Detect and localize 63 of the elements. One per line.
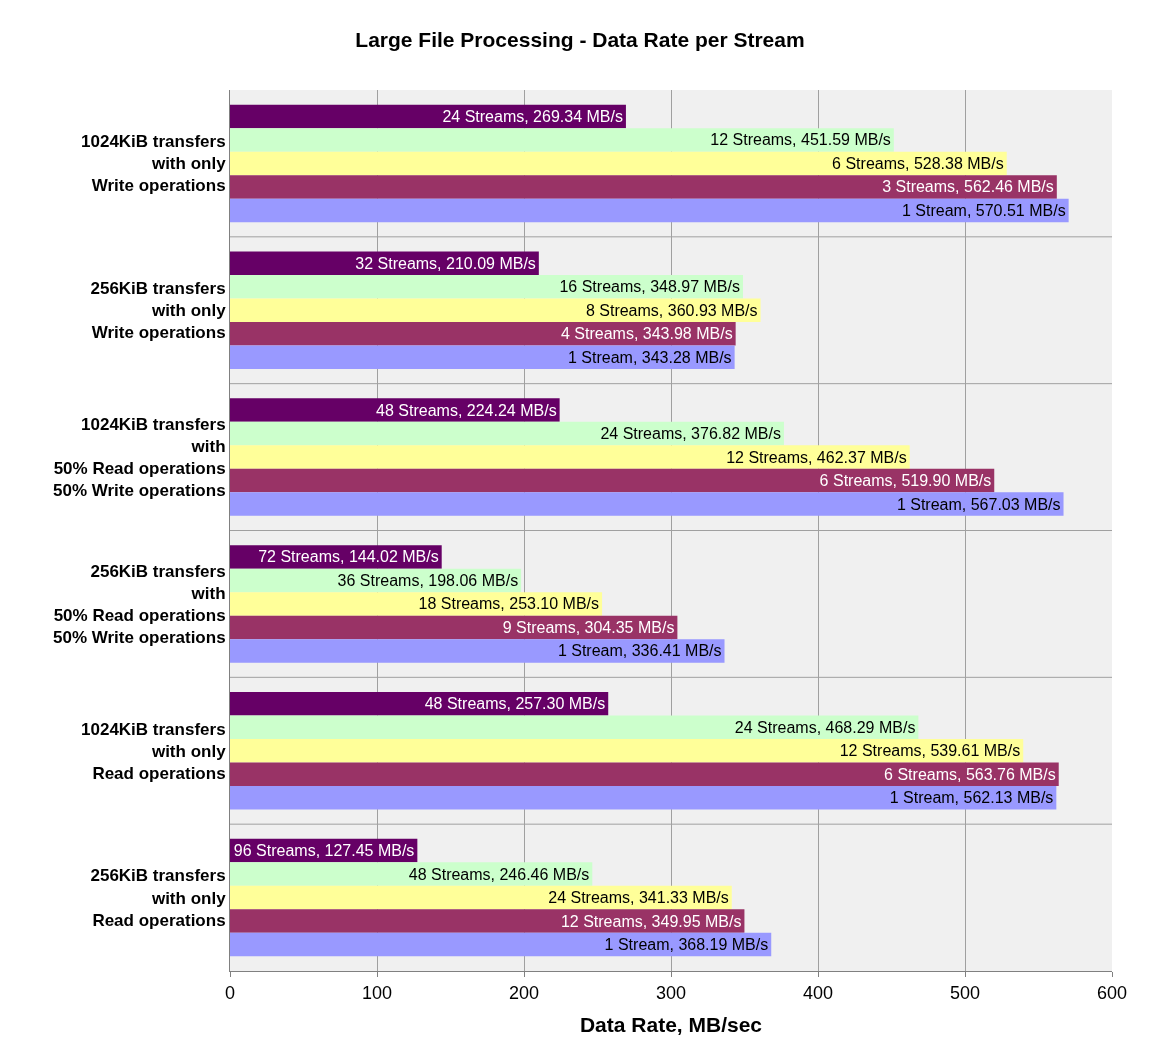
- data-label: 1 Stream, 368.19 MB/s: [604, 936, 769, 954]
- bar: [230, 468, 995, 493]
- bar: [230, 445, 910, 469]
- data-label: 18 Streams, 253.10 MB/s: [418, 595, 600, 613]
- bar: [230, 128, 894, 152]
- data-label: 72 Streams, 144.02 MB/s: [258, 548, 439, 566]
- data-label: 12 Streams, 349.95 MB/s: [560, 912, 742, 930]
- data-label: 4 Streams, 343.98 MB/s: [561, 325, 733, 343]
- x-tick-label: 100: [361, 982, 393, 1003]
- data-label: 6 Streams, 519.90 MB/s: [819, 472, 992, 490]
- data-label: 48 Streams, 224.24 MB/s: [376, 401, 557, 419]
- data-label: 96 Streams, 127.45 MB/s: [233, 842, 415, 860]
- y-tick-label: 1024KiB transfers with 50% Read operations 50% Write operations: [53, 414, 226, 501]
- bar: [230, 492, 1064, 516]
- bar: [230, 785, 1057, 810]
- data-label: 9 Streams, 304.35 MB/s: [502, 618, 675, 636]
- bar: [230, 345, 735, 369]
- x-axis-title: Data Rate, MB/sec: [579, 1012, 763, 1036]
- data-label: 24 Streams, 376.82 MB/s: [600, 425, 781, 443]
- data-label: 48 Streams, 257.30 MB/s: [424, 695, 606, 713]
- data-label: 24 Streams, 269.34 MB/s: [442, 107, 623, 125]
- x-tick-label: 200: [508, 982, 540, 1003]
- data-label: 12 Streams, 539.61 MB/s: [839, 742, 1021, 760]
- y-tick-label: 1024KiB transfers with only Read operations: [81, 719, 227, 783]
- bar: [230, 592, 603, 616]
- data-label: 12 Streams, 462.37 MB/s: [726, 448, 907, 466]
- data-label: 32 Streams, 210.09 MB/s: [355, 254, 536, 272]
- y-tick-label: 256KiB transfers with only Write operations: [90, 279, 227, 343]
- data-label: 36 Streams, 198.06 MB/s: [337, 571, 519, 589]
- y-tick-label: 1024KiB transfers with only Write operations: [81, 132, 227, 196]
- y-tick-label: 256KiB transfers with only Read operations: [90, 866, 227, 930]
- bar: [230, 175, 1057, 199]
- data-label: 8 Streams, 360.93 MB/s: [585, 301, 758, 319]
- chart-title: Large File Processing - Data Rate per Stream: [355, 27, 805, 51]
- bar: [230, 932, 772, 957]
- x-tick-label: 600: [1096, 982, 1128, 1003]
- data-label: 6 Streams, 563.76 MB/s: [884, 765, 1056, 783]
- data-label: 1 Stream, 336.41 MB/s: [557, 642, 722, 660]
- bar: [230, 151, 1007, 176]
- bar: [230, 909, 745, 933]
- data-label: 1 Stream, 343.28 MB/s: [567, 348, 732, 366]
- bar: [230, 739, 1024, 763]
- bar: [230, 762, 1059, 786]
- x-tick-label: 0: [224, 982, 236, 1003]
- bar: [230, 198, 1069, 223]
- bar: [230, 639, 725, 663]
- data-label: 1 Stream, 562.13 MB/s: [889, 789, 1054, 807]
- data-label: 1 Stream, 570.51 MB/s: [902, 201, 1066, 219]
- data-label: 24 Streams, 468.29 MB/s: [734, 718, 916, 736]
- bar: [230, 715, 919, 739]
- data-label: 6 Streams, 528.38 MB/s: [832, 154, 1004, 172]
- data-label: 24 Streams, 341.33 MB/s: [548, 889, 729, 907]
- data-label: 16 Streams, 348.97 MB/s: [559, 278, 740, 296]
- data-label: 3 Streams, 562.46 MB/s: [882, 178, 1054, 196]
- x-tick-label: 300: [655, 982, 687, 1003]
- x-tick-label: 400: [802, 982, 834, 1003]
- y-tick-label: 256KiB transfers with 50% Read operations 50% Write operations: [53, 561, 226, 648]
- data-label: 1 Stream, 567.03 MB/s: [896, 495, 1061, 513]
- bar: [230, 275, 743, 299]
- bar: [230, 692, 609, 716]
- data-label: 12 Streams, 451.59 MB/s: [710, 131, 891, 149]
- data-label: 48 Streams, 246.46 MB/s: [408, 865, 590, 883]
- x-tick-label: 500: [949, 982, 981, 1003]
